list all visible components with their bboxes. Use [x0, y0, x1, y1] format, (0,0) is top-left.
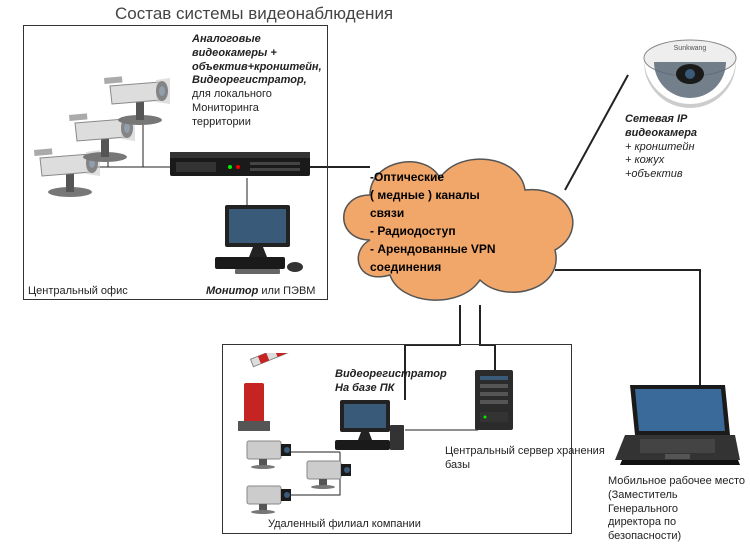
central-office-caption: Центральный офис — [28, 285, 128, 299]
page-title: Состав системы видеонаблюдения — [115, 4, 393, 24]
cloud-text: -Оптические( медные ) каналысвязи- Радио… — [370, 168, 496, 276]
server-icon — [475, 370, 513, 430]
barrier-icon — [238, 353, 328, 438]
small-camera-icon — [245, 480, 295, 519]
analog-camera-icon — [100, 68, 180, 133]
server-label: Центральный сервер хранениябазы — [445, 445, 605, 473]
pc-recorder-icon — [335, 400, 405, 455]
small-camera-icon — [245, 435, 295, 474]
remote-branch-caption: Удаленный филиал компании — [268, 518, 421, 532]
small-camera-icon — [305, 455, 355, 494]
ip-camera-label: Сетевая IP видеокамера+ кронштейн+ кожух… — [625, 113, 750, 182]
laptop-icon — [610, 380, 740, 465]
laptop-label: Мобильное рабочее место(Заместитель Гене… — [608, 475, 750, 544]
svg-text:Sunkwang: Sunkwang — [674, 45, 707, 52]
monitor-icon — [215, 205, 305, 275]
pc-recorder-label: ВидеорегистраторНа базе ПК — [335, 368, 447, 396]
dvr-icon — [170, 152, 310, 180]
monitor-caption: Монитор или ПЭВМ — [206, 285, 315, 299]
ip-camera-icon: Sunkwang — [640, 28, 740, 123]
analog-cameras-desc: Аналоговыевидеокамеры +объектив+кронштей… — [192, 33, 322, 129]
